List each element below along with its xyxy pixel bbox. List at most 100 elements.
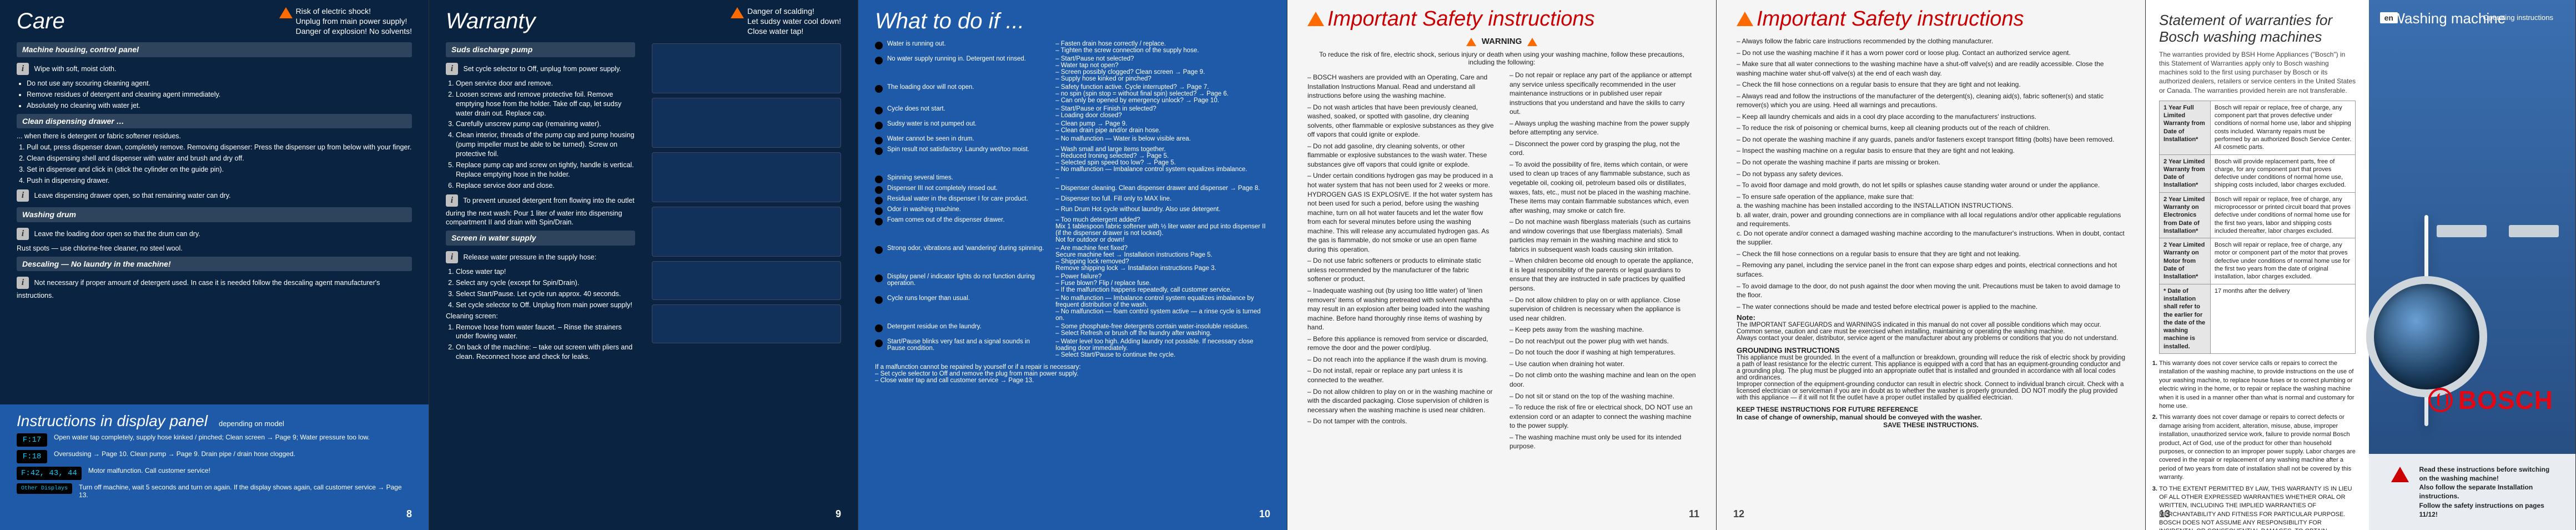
- troubleshoot-row: Odor in washing machine. – Run Drum Hot …: [875, 206, 1270, 215]
- info-icon: i: [17, 63, 29, 75]
- symptom-text: The loading door will not open.: [887, 84, 974, 93]
- safety-item: – To reduce the risk of poisoning or che…: [1737, 123, 2125, 133]
- display-code: Other Displays: [17, 483, 72, 494]
- page10-body: Water is running out. – Fasten drain hos…: [858, 39, 1287, 530]
- descaling-text: Not necessary if proper amount of deterg…: [17, 279, 380, 299]
- page-9-warranty: Warranty Danger of scalding! Let sudsy w…: [429, 0, 858, 530]
- safety-title: Important Safety instructions: [1327, 5, 1606, 33]
- warn-scald-text: Danger of scalding! Let sudsy water cool…: [747, 6, 841, 37]
- safety-item: – Do not machine wash fiberglass materia…: [1510, 217, 1696, 254]
- info-icon: i: [17, 189, 29, 202]
- symptom-cell: Spin result not satisfactory. Laundry we…: [875, 146, 1049, 155]
- cover-footer-text: Read these instructions before switching…: [2419, 465, 2553, 519]
- safety-item: – Do not install, repair or replace any …: [1307, 366, 1494, 384]
- list-item: Set cycle selector to Off. Unplug from m…: [456, 301, 635, 310]
- safety-item: – Do not reach/put out the power plug wi…: [1510, 337, 1696, 346]
- heading-descaling: Descaling — No laundry in the machine!: [17, 257, 412, 272]
- warn-line: Danger of scalding!: [747, 6, 841, 16]
- safety-item: – Before this appliance is removed from …: [1307, 334, 1494, 353]
- ownership-note: In case of change of ownership, manual s…: [1737, 413, 2125, 421]
- list-item: Pull out, press dispenser down, complete…: [27, 143, 412, 152]
- diagram-placeholder: [652, 207, 841, 257]
- cover-middle: Washing machine en Operating instruction…: [2369, 0, 2575, 454]
- troubleshoot-row: Display panel / indicator lights do not …: [875, 273, 1270, 293]
- display-row-f18: F:18 Oversudsing → Page 10. Clean pump →…: [17, 450, 412, 463]
- cover-contents: Operating instructions: [2483, 12, 2553, 24]
- info-icon: i: [17, 228, 29, 240]
- troubleshoot-row: Cycle runs longer than usual. – No malfu…: [875, 295, 1270, 322]
- symptom-text: Foam comes out of the dispenser drawer.: [887, 217, 1005, 226]
- remedy-cell: –: [1055, 174, 1270, 181]
- warning-triangle-icon: [1307, 12, 1324, 26]
- bullet-icon: [875, 339, 883, 347]
- page-number-12: 12: [1733, 508, 1744, 520]
- safety-item: – Do not reach into the appliance if the…: [1307, 355, 1494, 364]
- display-body: Turn off machine, wait 5 seconds and tur…: [79, 483, 412, 499]
- page11-body: WARNING To reduce the risk of fire, elec…: [1287, 34, 1716, 526]
- bullet-icon: [875, 122, 883, 129]
- page-13-warranties-cover: Statement of warranties for Bosch washin…: [2146, 0, 2576, 530]
- bullet-icon: [875, 85, 883, 93]
- list-item: Carefully unscrew pump cap (remaining wa…: [456, 119, 635, 129]
- safety-item: – Disconnect the power cord by grasping …: [1510, 139, 1696, 158]
- bullet-icon: [875, 296, 883, 304]
- bullet-icon: [875, 137, 883, 144]
- page9-warn-icons: Danger of scalding! Let sudsy water cool…: [731, 6, 841, 37]
- warn-shock: Risk of electric shock! Unplug from main…: [279, 6, 412, 37]
- safety-item: – BOSCH washers are provided with an Ope…: [1307, 73, 1494, 101]
- safety-list-12: – Always follow the fabric care instruct…: [1737, 34, 2125, 313]
- troubleshoot-row: Water cannot be seen in drum. – No malfu…: [875, 136, 1270, 144]
- remedy-cell: – Some phosphate-free detergents contain…: [1055, 323, 1270, 337]
- symptom-cell: Start/Pause blinks very fast and a signa…: [875, 338, 1049, 352]
- safety-item: – The water connections should be made a…: [1737, 302, 2125, 312]
- warranties-title: Statement of warranties for Bosch washin…: [2159, 12, 2356, 46]
- symptom-text: Residual water in the dispenser I for ca…: [887, 196, 1028, 204]
- list-item: Select Start/Pause. Let cycle run approx…: [456, 289, 635, 299]
- machine-housing-list: Do not use any scouring cleaning agent. …: [17, 79, 412, 111]
- remedy-cell: – Dispenser cleaning. Clean dispenser dr…: [1055, 185, 1270, 192]
- symptom-cell: Detergent residue on the laundry.: [875, 323, 1049, 332]
- symptom-text: Detergent residue on the laundry.: [887, 323, 982, 332]
- page11-title-inner: Important Safety instructions: [1287, 5, 1699, 33]
- warranty-clause: This warranty does not cover service cal…: [2159, 359, 2356, 411]
- warning-label: WARNING: [1482, 37, 1522, 46]
- safety-item: – The washing machine must only be used …: [1510, 433, 1696, 451]
- info-icon: i: [446, 63, 458, 75]
- safety-item: – Do not sit or stand on the top of the …: [1510, 392, 1696, 401]
- remedy-cell: – Run Drum Hot cycle without laundry. Al…: [1055, 206, 1270, 213]
- symptom-text: Water is running out.: [887, 41, 946, 49]
- troubleshoot-row: Start/Pause blinks very fast and a signa…: [875, 338, 1270, 358]
- remedy-cell: – Start/Pause not selected? – Water tap …: [1055, 56, 1270, 82]
- page-number-9: 9: [836, 508, 841, 520]
- info-icon: i: [17, 277, 29, 289]
- diagram-placeholder: [652, 261, 841, 300]
- page-number-8: 8: [406, 508, 412, 520]
- list-item: Push in dispensing drawer.: [27, 176, 412, 186]
- heading-clean-dispenser: Clean dispensing drawer …: [17, 114, 412, 129]
- page-10-whattodo: What to do if ... Water is running out. …: [858, 0, 1287, 530]
- bullet-icon: [875, 246, 883, 254]
- page9-title-bar: Warranty Danger of scalding! Let sudsy w…: [429, 0, 858, 39]
- page-8-care: Care Risk of electric shock! Unplug from…: [0, 0, 429, 530]
- table-row: 2 Year Limited Warranty on Motor from Da…: [2160, 238, 2356, 284]
- warning-triangle-icon: [1466, 38, 1476, 46]
- bullet-icon: [875, 218, 883, 226]
- drum-rust-text: Rust spots — use chlorine-free cleaner, …: [17, 244, 412, 253]
- info-icon: i: [446, 251, 458, 263]
- safety-item: – When children become old enough to ope…: [1510, 256, 1696, 293]
- remedy-cell: – Fasten drain hose correctly / replace.…: [1055, 41, 1270, 54]
- note-heading: Note:: [1737, 313, 2125, 322]
- bullet-icon: [875, 57, 883, 64]
- pump-note: To prevent unused detergent from flowing…: [446, 197, 635, 227]
- page-number-10: 10: [1259, 508, 1270, 520]
- dispenser-steps: Pull out, press dispenser down, complete…: [17, 143, 412, 186]
- warn-line: Danger of explosion! No solvents!: [296, 26, 412, 36]
- symptom-text: Start/Pause blinks very fast and a signa…: [887, 338, 1049, 352]
- warranty-desc: Bosch will repair or replace, free of ch…: [2210, 238, 2356, 284]
- warn-line: Risk of electric shock!: [296, 6, 412, 16]
- info-icon: i: [446, 194, 458, 207]
- bosch-logo: BOSCH: [2428, 385, 2553, 415]
- heading-suds-pump: Suds discharge pump: [446, 42, 635, 57]
- safety-item: – To avoid floor damage and mold growth,…: [1737, 181, 2125, 190]
- warranty-desc: Bosch will provide replacement parts, fr…: [2210, 154, 2356, 192]
